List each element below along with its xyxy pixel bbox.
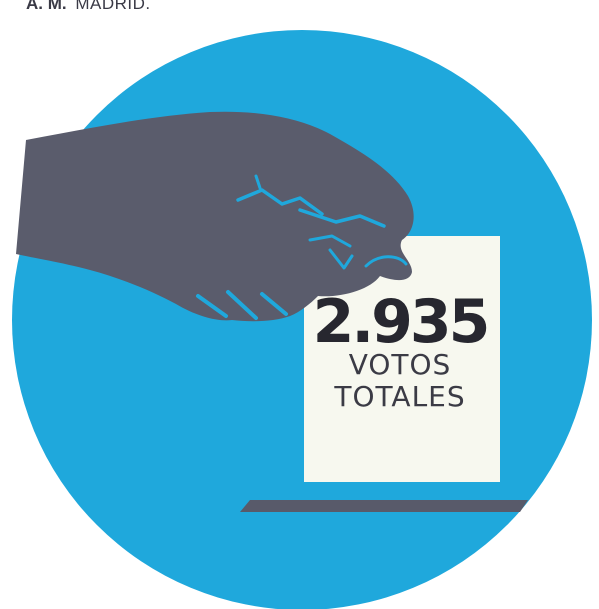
ballot-number: 2.935	[313, 287, 488, 357]
background-circle	[12, 30, 592, 609]
byline-city: MADRID.	[75, 0, 151, 13]
ballot-slot	[240, 500, 528, 512]
hand-icon	[16, 111, 414, 322]
byline: A. M. MADRID.	[26, 0, 151, 14]
ballot-caption-line2: TOTALES	[333, 380, 465, 413]
ballot-caption-line1: VOTOS	[349, 348, 452, 381]
byline-initials: A. M.	[26, 0, 67, 13]
